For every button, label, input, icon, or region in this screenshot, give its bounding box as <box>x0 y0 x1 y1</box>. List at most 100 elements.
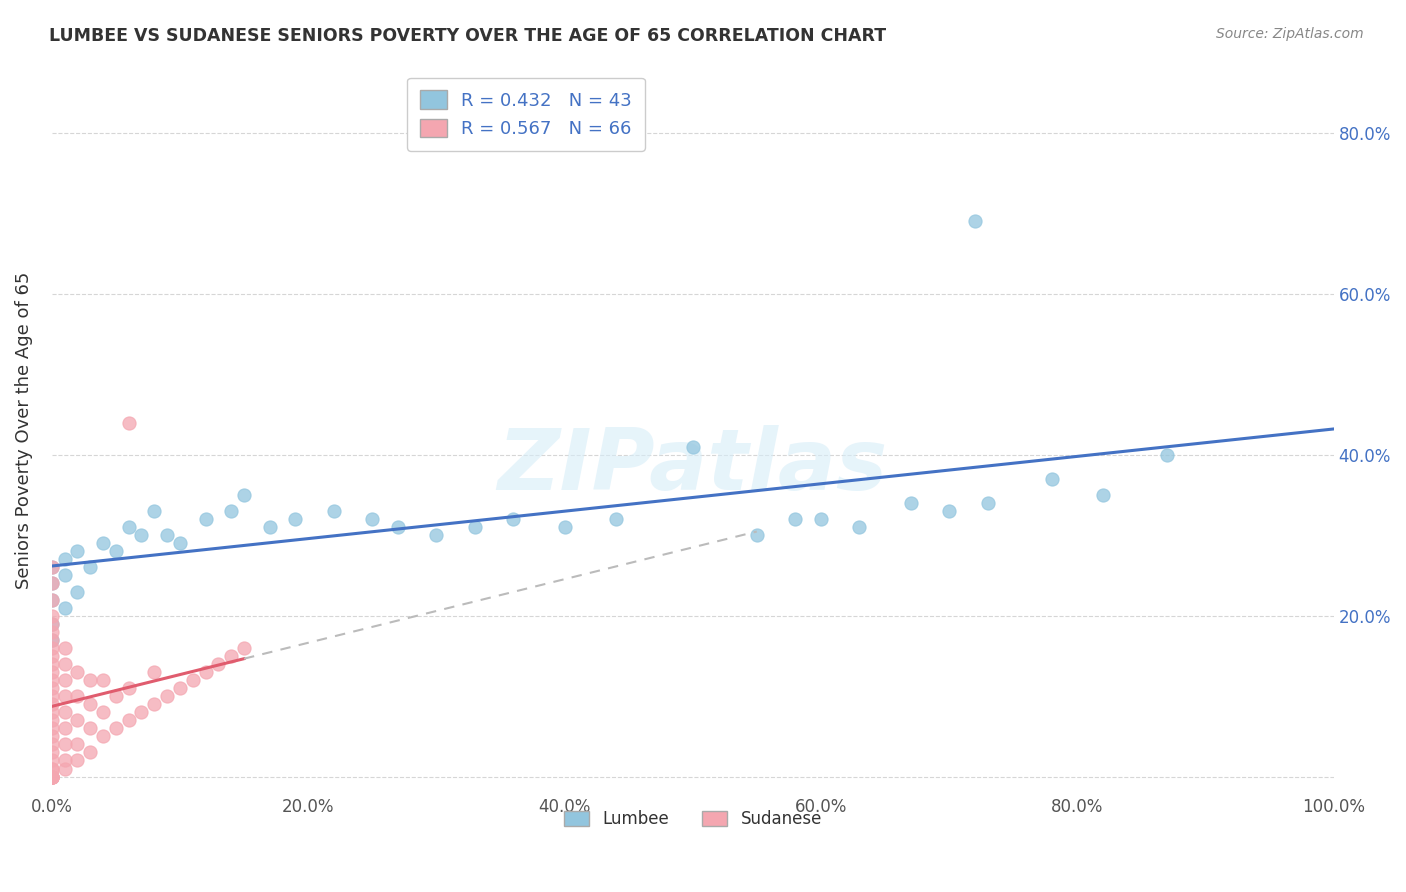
Point <box>810 512 832 526</box>
Point <box>284 512 307 526</box>
Point <box>41 632 63 647</box>
Point <box>118 713 141 727</box>
Text: LUMBEE VS SUDANESE SENIORS POVERTY OVER THE AGE OF 65 CORRELATION CHART: LUMBEE VS SUDANESE SENIORS POVERTY OVER … <box>49 27 886 45</box>
Point <box>387 520 409 534</box>
Point <box>143 504 166 518</box>
Point <box>219 504 242 518</box>
Point <box>53 705 76 719</box>
Point <box>91 536 114 550</box>
Point <box>41 770 63 784</box>
Point <box>41 576 63 591</box>
Point <box>41 592 63 607</box>
Point <box>233 488 256 502</box>
Point <box>41 762 63 776</box>
Point <box>41 648 63 663</box>
Point <box>41 560 63 574</box>
Point <box>79 673 101 687</box>
Point <box>66 544 89 558</box>
Point <box>963 214 986 228</box>
Point <box>938 504 960 518</box>
Point <box>79 721 101 735</box>
Point <box>605 512 627 526</box>
Point <box>41 681 63 695</box>
Point <box>41 665 63 679</box>
Point <box>194 512 217 526</box>
Point <box>41 657 63 671</box>
Point <box>848 520 870 534</box>
Text: ZIPatlas: ZIPatlas <box>498 425 887 508</box>
Point <box>53 689 76 703</box>
Point <box>1091 488 1114 502</box>
Point <box>41 721 63 735</box>
Point <box>104 689 127 703</box>
Point <box>464 520 486 534</box>
Point <box>53 673 76 687</box>
Point <box>745 528 768 542</box>
Point <box>104 544 127 558</box>
Point <box>118 681 141 695</box>
Point <box>66 665 89 679</box>
Point <box>143 697 166 711</box>
Point <box>41 762 63 776</box>
Point <box>53 754 76 768</box>
Point <box>118 416 141 430</box>
Point <box>41 705 63 719</box>
Y-axis label: Seniors Poverty Over the Age of 65: Seniors Poverty Over the Age of 65 <box>15 272 32 590</box>
Point <box>41 729 63 743</box>
Point <box>156 528 179 542</box>
Point <box>181 673 204 687</box>
Point <box>169 681 191 695</box>
Point <box>53 600 76 615</box>
Point <box>41 632 63 647</box>
Point <box>79 560 101 574</box>
Point <box>976 496 998 510</box>
Point <box>41 576 63 591</box>
Point <box>79 746 101 760</box>
Point <box>41 624 63 639</box>
Point <box>53 657 76 671</box>
Point <box>1156 448 1178 462</box>
Point <box>131 705 153 719</box>
Point <box>41 770 63 784</box>
Point <box>682 440 704 454</box>
Point <box>41 640 63 655</box>
Point <box>219 648 242 663</box>
Point <box>41 770 63 784</box>
Point <box>425 528 447 542</box>
Point <box>104 721 127 735</box>
Text: Source: ZipAtlas.com: Source: ZipAtlas.com <box>1216 27 1364 41</box>
Point <box>41 673 63 687</box>
Point <box>41 560 63 574</box>
Point <box>91 705 114 719</box>
Point <box>41 738 63 752</box>
Point <box>66 754 89 768</box>
Point <box>900 496 922 510</box>
Point <box>194 665 217 679</box>
Point <box>41 770 63 784</box>
Point <box>66 713 89 727</box>
Point <box>91 729 114 743</box>
Point <box>53 568 76 582</box>
Point <box>41 608 63 623</box>
Point <box>41 770 63 784</box>
Point <box>41 592 63 607</box>
Point <box>169 536 191 550</box>
Point <box>553 520 575 534</box>
Point <box>41 616 63 631</box>
Legend: Lumbee, Sudanese: Lumbee, Sudanese <box>557 804 828 835</box>
Point <box>66 738 89 752</box>
Point <box>41 713 63 727</box>
Point <box>785 512 807 526</box>
Point <box>53 552 76 566</box>
Point <box>41 754 63 768</box>
Point <box>91 673 114 687</box>
Point <box>118 520 141 534</box>
Point <box>66 689 89 703</box>
Point <box>53 640 76 655</box>
Point <box>1040 472 1063 486</box>
Point <box>233 640 256 655</box>
Point <box>66 584 89 599</box>
Point <box>502 512 524 526</box>
Point <box>53 738 76 752</box>
Point <box>53 721 76 735</box>
